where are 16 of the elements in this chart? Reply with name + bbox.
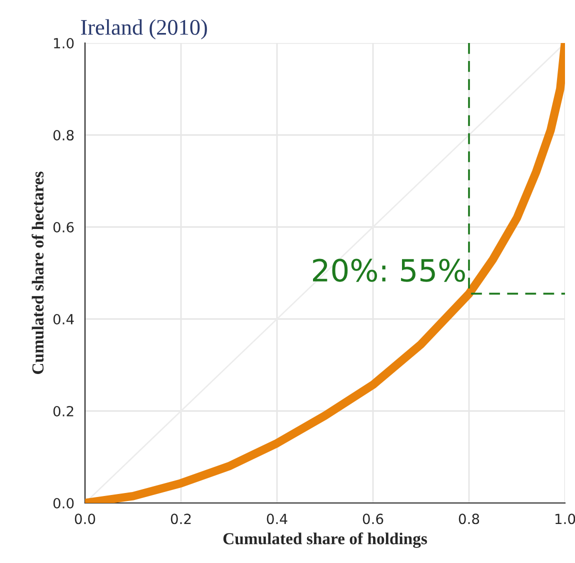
y-tick-label: 1.0: [54, 38, 74, 48]
x-tick-label: 1.0: [555, 514, 575, 524]
y-axis-title: Cumulated share of hectares: [32, 172, 44, 374]
x-tick-label: 0.0: [74, 514, 96, 524]
y-tick-label: 0.6: [53, 222, 74, 232]
annotation: 20%: 55%: [313, 258, 465, 282]
y-tick-label: 0.0: [53, 498, 74, 508]
x-tick-label: 0.8: [458, 514, 480, 524]
chart-title: Ireland (2010): [81, 19, 207, 40]
x-tick-label: 0.2: [170, 514, 191, 524]
x-tick-label: 0.4: [266, 514, 288, 524]
x-tick-label: 0.6: [362, 514, 384, 524]
x-axis-title: Cumulated share of holdings: [223, 532, 428, 548]
y-tick-label: 0.2: [53, 406, 74, 416]
y-tick-label: 0.8: [53, 130, 74, 140]
y-tick-label: 0.4: [53, 314, 74, 324]
